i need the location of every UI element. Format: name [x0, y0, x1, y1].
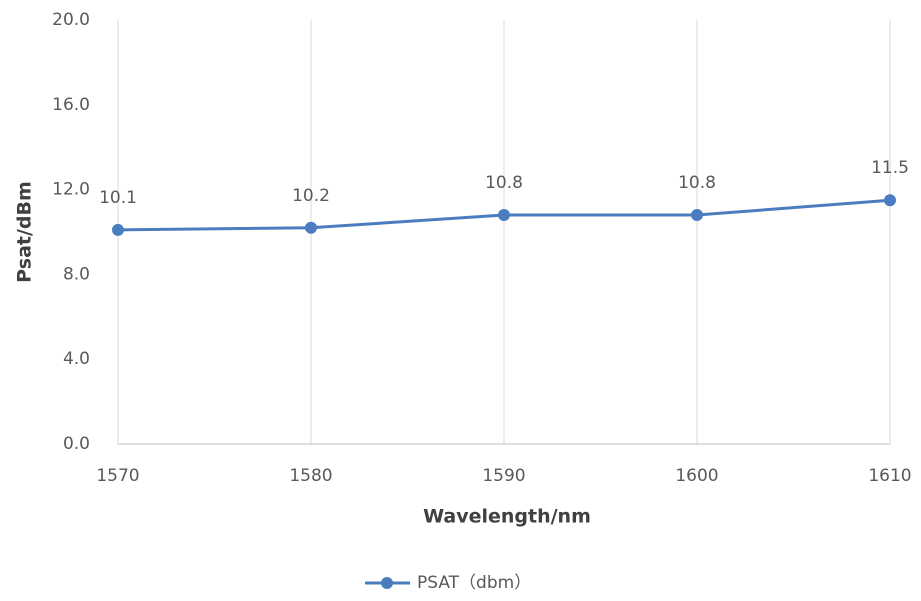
data-label: 11.5: [871, 158, 909, 178]
point: [691, 209, 703, 222]
point: [305, 221, 317, 234]
x-tick-label: 1590: [482, 466, 525, 486]
y-tick-label: 4.0: [63, 349, 90, 369]
legend-label: PSAT（dbm）: [417, 573, 531, 593]
y-tick-label: 0.0: [63, 434, 90, 454]
data-label: 10.8: [485, 173, 523, 193]
legend-marker: [381, 577, 393, 589]
point: [112, 223, 124, 236]
x-tick-label: 1580: [289, 466, 332, 486]
point: [498, 209, 510, 222]
y-axis-title: Psat/dBm: [14, 181, 36, 283]
data-label: 10.8: [678, 173, 716, 193]
point: [884, 194, 896, 207]
y-tick-label: 16.0: [52, 95, 90, 115]
x-axis-title: Wavelength/nm: [423, 506, 591, 528]
y-tick-label: 20.0: [52, 10, 90, 30]
data-label: 10.2: [292, 186, 330, 206]
data-label: 10.1: [99, 188, 137, 208]
x-tick-label: 1610: [868, 466, 911, 486]
y-tick-label: 8.0: [63, 264, 90, 284]
x-tick-label: 1570: [96, 466, 139, 486]
x-tick-label: 1600: [675, 466, 718, 486]
y-tick-label: 12.0: [52, 180, 90, 200]
